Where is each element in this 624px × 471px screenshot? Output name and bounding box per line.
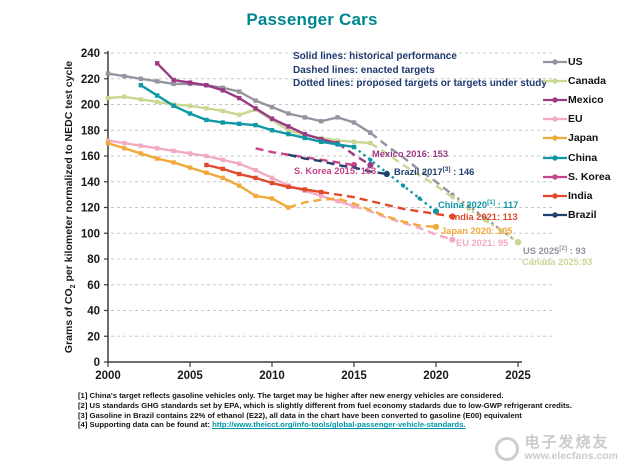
- annotation-canada: Canada 2025:93: [522, 257, 593, 267]
- legend-label: India: [568, 189, 593, 202]
- legend-line-icon: [543, 135, 567, 142]
- annotation-eu: EU 2021: 95: [456, 238, 509, 248]
- legend-label: Canada: [568, 74, 606, 87]
- y-tick-label: 20: [87, 331, 100, 343]
- watermark: 电子发烧友 www.elecfans.com: [495, 435, 618, 462]
- footnote-line: [3] Gasoline in Brazil contains 22% of e…: [78, 410, 522, 420]
- y-tick-label: 100: [81, 228, 100, 240]
- legend-item-canada: Canada: [543, 71, 611, 90]
- series-line-india: [206, 163, 322, 194]
- legend-line-icon: [543, 212, 567, 218]
- page-title: Passenger Cars: [246, 10, 378, 29]
- annotation-us: US 2025[2] : 93: [523, 245, 586, 257]
- legend-label: Brazil: [568, 209, 597, 222]
- legend-item-us: US: [543, 52, 611, 71]
- x-tick-label: 2010: [259, 370, 285, 382]
- annotation-india: India 2021: 113: [452, 212, 518, 222]
- series-line-eu: [107, 139, 355, 208]
- series-line-mexico: [336, 142, 372, 167]
- legend-item-china: China: [543, 148, 611, 167]
- legend-label: Mexico: [568, 93, 604, 106]
- y-tick-label: 220: [81, 74, 100, 86]
- footnotes: [1] China's target reflects gasoline veh…: [78, 391, 578, 430]
- annotation-china: China 2020[1] : 117: [438, 199, 519, 211]
- y-tick-label: 240: [81, 48, 100, 60]
- y-tick-label: 140: [81, 177, 100, 189]
- legend: US Canada Mexico EU Japan China S. Korea India B…: [543, 52, 611, 225]
- elecfans-logo-icon: [495, 436, 520, 461]
- y-tick-label: 120: [81, 203, 100, 215]
- series-line-china: [140, 84, 355, 149]
- y-tick-label: 180: [81, 125, 100, 137]
- y-axis-title: Grams of CO2 per kilometer normalized to…: [63, 60, 78, 354]
- y-tick-label: 200: [81, 100, 100, 112]
- legend-item-japan: Japan: [543, 129, 611, 148]
- legend-line-icon: [543, 116, 567, 122]
- note-dotted-lines: Dotted lines: proposed targets or target…: [293, 78, 547, 89]
- legend-label: China: [568, 151, 598, 164]
- series-line-india: [321, 190, 453, 218]
- legend-line-icon: [543, 174, 567, 180]
- legend-item-s-korea: S. Korea: [543, 167, 611, 186]
- series-line-japan: [288, 197, 437, 229]
- legend-item-eu: EU: [543, 110, 611, 129]
- series-line-japan: [107, 141, 289, 209]
- legend-line-icon: [543, 78, 567, 84]
- legend-label: Japan: [568, 132, 599, 145]
- watermark-url: www.elecfans.com: [524, 449, 618, 462]
- annotation-japan: Japan 2020: 105: [441, 226, 513, 236]
- annotation-mexico: Mexico 2016: 153: [372, 149, 448, 159]
- footnote-line: [1] China's target reflects gasoline veh…: [78, 391, 504, 400]
- series-line-canada: [369, 142, 454, 199]
- legend-label: EU: [568, 113, 583, 126]
- y-tick-label: 0: [94, 357, 100, 369]
- annotation-brazil: Brazil 2017[3] : 146: [394, 166, 475, 178]
- legend-item-mexico: Mexico: [543, 90, 611, 109]
- x-tick-label: 2015: [341, 370, 367, 382]
- y-tick-label: 160: [81, 151, 100, 163]
- legend-line-icon: [543, 193, 567, 199]
- legend-label: US: [568, 55, 583, 68]
- y-tick-label: 40: [87, 306, 100, 318]
- legend-line-icon: [543, 58, 567, 65]
- annotation-s-korea: S. Korea 2015: 153: [294, 166, 377, 176]
- note-dashed-lines: Dashed lines: enacted targets: [293, 64, 435, 76]
- footnote-link[interactable]: http://www.theicct.org/info-tools/global…: [212, 420, 466, 430]
- legend-line-icon: [543, 154, 567, 161]
- x-tick-label: 2020: [423, 370, 449, 382]
- note-solid-lines: Solid lines: historical performance: [293, 51, 457, 62]
- legend-line-icon: [543, 97, 567, 103]
- line-style-notes: Solid lines: historical performance Dash…: [293, 50, 547, 91]
- footnote-line: [2] US standards GHG standards set by EP…: [78, 400, 572, 410]
- series-line-canada: [451, 196, 519, 244]
- series-line-us: [369, 131, 454, 196]
- x-tick-label: 2000: [95, 370, 121, 382]
- legend-label: S. Korea: [568, 170, 611, 183]
- x-tick-label: 2025: [505, 370, 531, 382]
- y-tick-label: 60: [87, 280, 100, 292]
- x-tick-label: 2005: [177, 370, 203, 382]
- series-line-s-korea: [255, 147, 355, 167]
- series-line-brazil: [288, 153, 387, 176]
- y-tick-label: 80: [87, 254, 100, 266]
- footnote-line: [4] Supporting data can be found at: htt…: [78, 420, 466, 430]
- legend-item-brazil: Brazil: [543, 206, 611, 225]
- series-line-mexico: [156, 62, 338, 145]
- watermark-cn-text: 电子发烧友: [524, 434, 610, 452]
- legend-item-india: India: [543, 186, 611, 205]
